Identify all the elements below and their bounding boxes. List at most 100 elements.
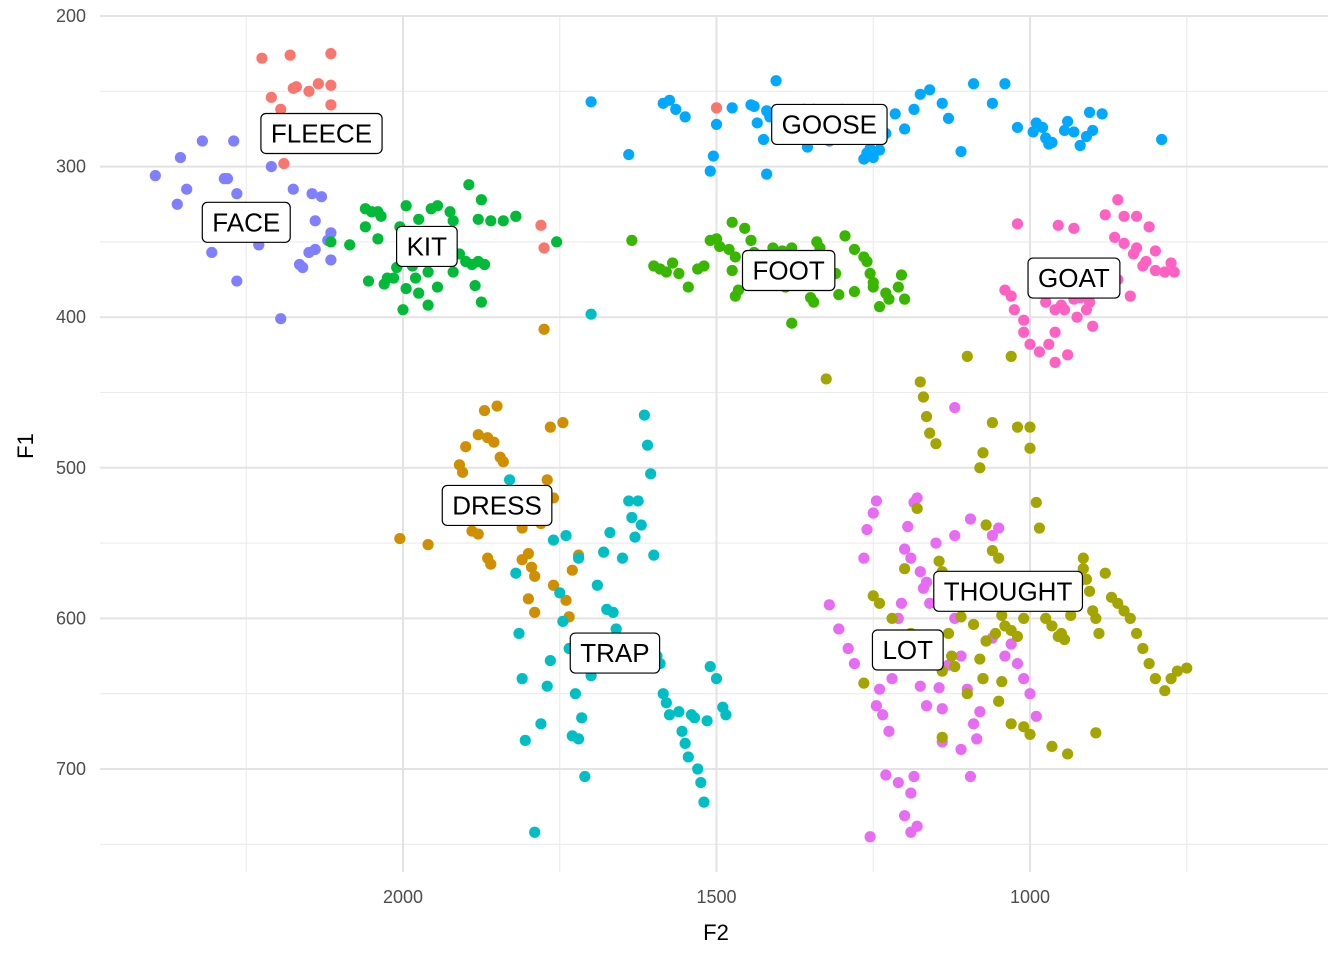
data-point-face	[315, 191, 328, 203]
data-point-dress	[522, 593, 535, 605]
data-point-kit	[400, 200, 412, 212]
data-point-thought	[949, 660, 961, 673]
data-point-goose	[1036, 121, 1049, 134]
data-point-kit	[463, 179, 475, 191]
data-point-trap	[519, 734, 531, 746]
data-point-foot	[833, 289, 845, 301]
data-point-kit	[372, 233, 384, 245]
data-point-foot	[698, 260, 710, 272]
label-text: KIT	[407, 231, 448, 261]
label-box	[395, 225, 458, 268]
data-point-goose	[623, 148, 635, 161]
data-point-lot	[964, 770, 977, 783]
data-point-dress	[538, 323, 550, 335]
data-point-thought	[911, 502, 923, 515]
data-point-lot	[848, 657, 861, 670]
data-point-dress	[485, 558, 497, 570]
data-point-goat	[1099, 209, 1111, 221]
data-point-thought	[936, 731, 948, 743]
data-point-kit	[447, 215, 459, 227]
data-point-foot	[660, 266, 672, 278]
data-point-fleece	[535, 219, 547, 231]
data-point-lot	[899, 810, 911, 822]
data-point-fleece	[278, 157, 290, 170]
data-point-lot	[905, 787, 917, 799]
label-box	[569, 632, 661, 674]
label-fleece: FLEECE	[260, 112, 383, 155]
data-point-lot	[924, 597, 936, 609]
x-tick-label: 1500	[696, 887, 736, 907]
data-point-lot	[1005, 638, 1017, 650]
data-point-trap	[579, 770, 591, 783]
data-point-foot	[848, 285, 861, 298]
data-point-goat	[1130, 210, 1143, 222]
data-point-thought	[961, 688, 973, 700]
data-point-thought	[974, 653, 986, 665]
data-point-thought	[974, 462, 986, 474]
data-point-thought	[1024, 442, 1036, 454]
data-point-goose	[967, 78, 980, 90]
data-point-thought	[1011, 630, 1024, 643]
data-point-goat	[1005, 290, 1017, 302]
data-point-lot	[949, 529, 961, 542]
data-point-thought	[1137, 642, 1149, 655]
data-point-kit	[422, 266, 434, 278]
data-point-goose	[1068, 126, 1080, 138]
data-point-face	[231, 275, 243, 287]
data-point-trap	[544, 654, 556, 667]
data-point-kit	[344, 239, 356, 251]
data-point-goose	[986, 97, 998, 109]
data-point-kit	[475, 194, 487, 206]
y-tick-label: 700	[56, 759, 86, 779]
data-point-trap	[610, 623, 622, 635]
data-point-goose	[1062, 115, 1074, 128]
data-point-thought	[986, 417, 998, 429]
data-point-thought	[989, 627, 1002, 640]
data-point-dress	[394, 532, 406, 545]
data-point-thought	[1143, 657, 1155, 670]
data-point-trap	[576, 712, 588, 724]
data-point-goose	[748, 100, 760, 112]
data-point-goose	[663, 94, 676, 106]
label-box	[260, 112, 383, 155]
data-point-trap	[638, 409, 650, 421]
data-point-lot	[930, 537, 942, 549]
data-point-foot	[626, 234, 638, 246]
data-point-thought	[1171, 665, 1183, 677]
data-point-thought	[886, 612, 898, 625]
data-point-thought	[924, 427, 936, 439]
data-point-trap	[663, 709, 676, 721]
data-point-trap	[557, 615, 569, 628]
label-dress: DRESS	[441, 484, 553, 527]
data-point-trap	[560, 529, 572, 542]
data-point-kit	[400, 282, 412, 295]
data-point-lot	[914, 680, 926, 692]
data-point-thought	[1124, 612, 1136, 625]
data-point-trap	[701, 715, 713, 727]
data-point-goose	[757, 133, 770, 146]
data-point-goat	[1124, 290, 1136, 302]
data-point-foot	[739, 222, 751, 234]
data-point-goose	[942, 112, 955, 125]
data-point-dress	[525, 561, 538, 573]
data-point-thought	[993, 695, 1005, 707]
data-point-thought	[1024, 421, 1036, 433]
data-point-trap	[503, 474, 516, 486]
data-point-trap	[720, 709, 732, 721]
data-point-face	[306, 188, 318, 200]
data-point-face	[228, 135, 240, 147]
data-point-goat	[1087, 320, 1099, 332]
label-trap: TRAP	[569, 632, 661, 674]
data-point-foot	[714, 240, 726, 253]
data-point-goat	[1118, 237, 1130, 250]
data-point-kit	[431, 200, 444, 212]
data-point-trap	[648, 549, 660, 561]
data-point-trap	[657, 688, 669, 700]
data-point-goose	[873, 144, 886, 156]
data-point-trap	[632, 495, 644, 507]
data-point-thought	[1065, 609, 1077, 621]
data-point-kit	[485, 215, 497, 227]
data-point-trap	[645, 468, 657, 480]
data-point-goat	[1062, 349, 1074, 361]
